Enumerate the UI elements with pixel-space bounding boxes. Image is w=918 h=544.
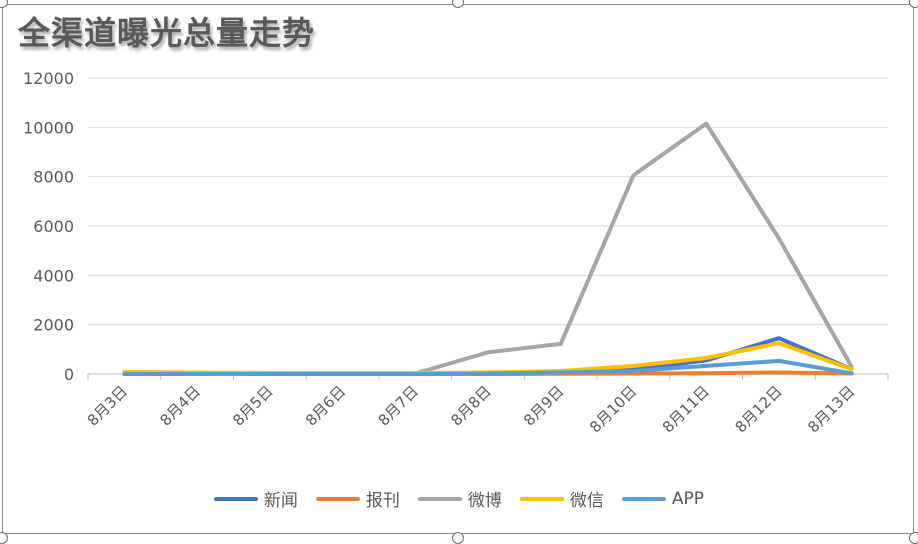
x-tick-label: 8月11日: [659, 382, 713, 436]
x-tick-label: 8月12日: [732, 382, 786, 436]
y-tick-label: 12000: [23, 69, 74, 88]
x-tick-label: 8月13日: [804, 382, 858, 436]
x-tick-label: 8月8日: [447, 382, 494, 429]
legend-swatch: [519, 496, 564, 501]
legend-label: 微信: [569, 491, 604, 511]
series-line-4: [122, 358, 854, 376]
legend-item: 微信: [519, 486, 604, 511]
legend-label: 报刊: [365, 491, 400, 511]
legend-item: 微博: [417, 486, 502, 511]
x-tick-label: 8月6日: [302, 382, 349, 429]
legend-swatch: [315, 496, 360, 501]
legend-item: 新闻: [213, 486, 298, 511]
y-tick-label: 6000: [33, 217, 74, 236]
legend-label: 新闻: [263, 491, 298, 511]
y-tick-label: 2000: [33, 316, 74, 335]
x-tick-label: 8月10日: [586, 382, 640, 436]
series-line-0: [122, 336, 854, 376]
legend-swatch: [213, 496, 258, 501]
legend-swatch: [417, 496, 462, 501]
resize-handle-top-right[interactable]: [909, 0, 918, 8]
resize-handle-top-left[interactable]: [0, 0, 8, 8]
y-tick-label: 0: [64, 365, 74, 384]
x-tick-label: 8月4日: [156, 382, 203, 429]
resize-handle-top-center[interactable]: [452, 0, 464, 8]
x-tick-label: 8月9日: [520, 382, 567, 429]
y-tick-label: 8000: [33, 168, 74, 187]
x-tick-label: 8月3日: [84, 382, 131, 429]
legend-label: APP: [671, 488, 705, 509]
legend-swatch: [621, 496, 666, 501]
x-tick-label: 8月7日: [375, 382, 422, 429]
legend-item: APP: [621, 488, 705, 509]
chart-legend: 新闻 报刊 微博 微信 APP: [0, 486, 918, 511]
legend-item: 报刊: [315, 486, 400, 511]
y-tick-label: 4000: [33, 266, 74, 285]
series-line-2: [122, 121, 854, 376]
legend-label: 微博: [467, 491, 502, 511]
y-tick-label: 10000: [23, 118, 74, 137]
chart-title: 全渠道曝光总量走势: [18, 14, 316, 52]
x-tick-label: 8月5日: [229, 382, 276, 429]
